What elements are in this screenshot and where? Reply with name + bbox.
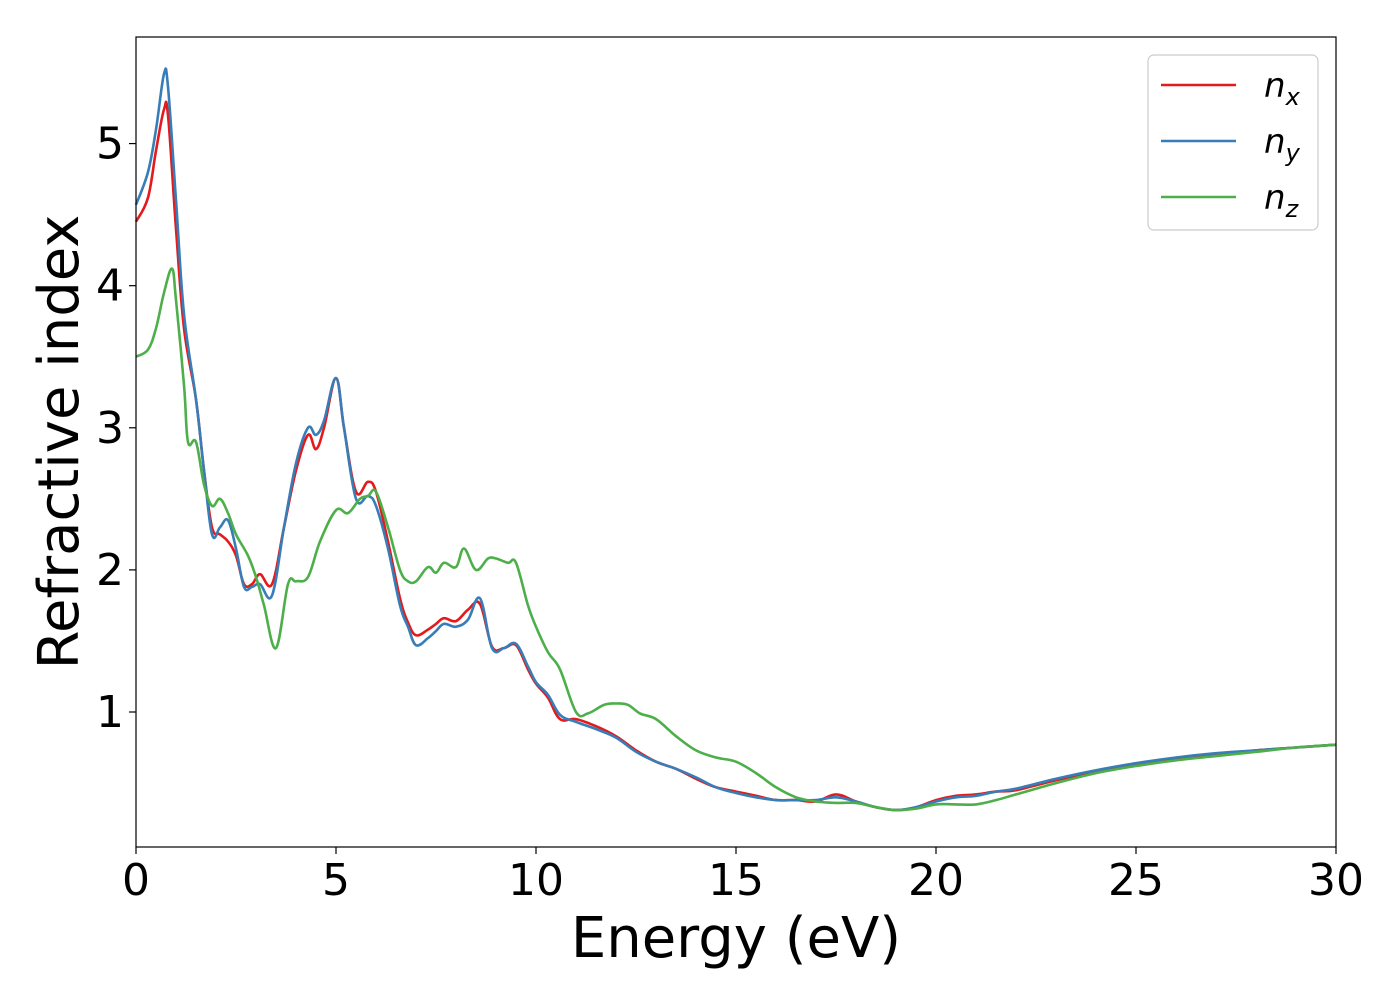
x-axis-title: Energy (eV) (571, 906, 901, 971)
x-tick-label: 20 (908, 855, 964, 906)
x-tick-label: 25 (1108, 855, 1164, 906)
legend: nx ny nz (1147, 54, 1319, 231)
series-line-n-y (134, 67, 1337, 812)
x-tick-label: 30 (1308, 855, 1364, 906)
legend-label-n-y: ny (1264, 122, 1301, 167)
x-tick-label: 5 (322, 855, 350, 906)
y-axis-ticks: 1 2 3 4 5 (96, 119, 136, 738)
x-tick-label: 15 (708, 855, 764, 906)
y-tick-label: 4 (96, 261, 124, 312)
legend-label-n-x: nx (1264, 66, 1301, 111)
y-axis-title: Refractive index (27, 215, 92, 670)
legend-label-n-z: nz (1264, 178, 1300, 223)
x-tick-label: 10 (508, 855, 564, 906)
series-line-n-z (135, 267, 1337, 812)
y-tick-label: 5 (96, 119, 124, 170)
y-tick-label: 1 (96, 687, 124, 738)
x-axis-ticks: 0 5 10 15 20 25 30 (122, 847, 1364, 906)
series-layer (134, 67, 1337, 812)
y-tick-label: 3 (96, 403, 124, 454)
x-tick-label: 0 (122, 855, 150, 906)
legend-box (1147, 54, 1319, 231)
y-tick-label: 2 (96, 545, 124, 596)
